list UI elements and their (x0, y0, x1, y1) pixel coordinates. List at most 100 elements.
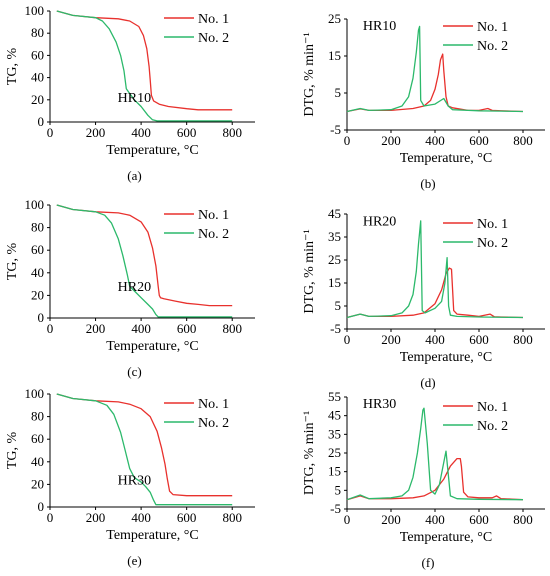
chart-panel-1: 0 200 400 600 800 0 20 40 60 80 100 Temperature, °C… (5, 3, 255, 183)
y-tick-label: 45 (328, 408, 341, 423)
series-line-1 (346, 53, 524, 113)
y-tick-label: 20 (31, 287, 44, 302)
x-tick-label: 0 (47, 125, 54, 140)
x-tick-label: 800 (513, 332, 533, 347)
x-tick-label: 800 (222, 321, 242, 336)
y-tick-label: 100 (25, 386, 45, 401)
y-tick-label: 60 (31, 431, 44, 446)
legend-label-2: No. 2 (198, 31, 229, 46)
x-tick-label: 600 (177, 321, 197, 336)
x-tick-label: 600 (177, 510, 197, 525)
y-tick-label: 80 (31, 409, 44, 424)
y-tick-label: 60 (31, 47, 44, 62)
legend-label-1: No. 1 (198, 12, 229, 27)
x-axis-title: Temperature, °C (400, 530, 492, 545)
x-tick-label: 200 (86, 321, 106, 336)
x-tick-label: 200 (86, 125, 106, 140)
y-tick-label: 80 (31, 25, 44, 40)
x-tick-label: 600 (469, 332, 489, 347)
x-tick-label: 0 (47, 510, 54, 525)
y-tick-label: 25 (328, 11, 341, 26)
x-tick-label: 400 (131, 125, 151, 140)
y-axis-title: DTG, % min⁻¹ (302, 411, 317, 495)
series-line-2 (56, 204, 233, 318)
x-tick-label: 800 (222, 510, 242, 525)
panel-letter: (a) (127, 168, 141, 183)
y-tick-label: 0 (38, 114, 45, 129)
x-tick-label: 400 (131, 321, 151, 336)
y-tick-label: 40 (31, 265, 44, 280)
y-tick-label: 15 (328, 275, 341, 290)
x-tick-label: 0 (344, 332, 351, 347)
y-tick-label: 15 (328, 464, 341, 479)
legend-label-1: No. 1 (198, 397, 229, 412)
x-tick-label: 600 (469, 512, 489, 527)
x-tick-label: 600 (469, 133, 489, 148)
series-line-1 (56, 393, 233, 497)
heating-rate-label: HR20 (118, 280, 151, 295)
legend-label-1: No. 1 (198, 208, 229, 223)
legend-label-2: No. 2 (477, 419, 508, 434)
y-tick-label: 20 (31, 92, 44, 107)
y-tick-label: 40 (31, 70, 44, 85)
x-tick-label: 800 (222, 125, 242, 140)
legend-label-2: No. 2 (477, 236, 508, 251)
legend-label-1: No. 1 (477, 400, 508, 415)
panel-letter: (d) (420, 375, 435, 390)
legend-label-1: No. 1 (477, 217, 508, 232)
series-line-2 (346, 407, 524, 501)
panel-letter: (b) (420, 176, 435, 191)
y-tick-label: 15 (328, 48, 341, 63)
y-tick-label: 20 (31, 476, 44, 491)
y-tick-label: 45 (328, 206, 341, 221)
x-tick-label: 0 (344, 133, 351, 148)
y-axis-title: TG, % (5, 243, 20, 281)
y-tick-label: 100 (25, 197, 45, 212)
x-tick-label: 0 (47, 321, 54, 336)
series-line-2 (56, 10, 233, 122)
series-line-1 (346, 267, 524, 319)
y-tick-label: 60 (31, 242, 44, 257)
heating-rate-label: HR10 (118, 91, 151, 106)
series-line-1 (56, 204, 233, 307)
y-tick-label: 35 (328, 426, 341, 441)
x-tick-label: 400 (425, 512, 445, 527)
heating-rate-label: HR10 (363, 19, 396, 34)
panel-letter: (c) (127, 364, 141, 379)
x-tick-label: 200 (381, 332, 401, 347)
chart-panel-6: 0 200 400 600 800 -5 5 15 25 35 45 55 Temperature, °… (302, 389, 545, 570)
y-tick-label: 25 (328, 252, 341, 267)
y-tick-label: 5 (335, 85, 342, 100)
chart-panel-3: 0 200 400 600 800 0 20 40 60 80 100 Temperature, °C… (5, 197, 255, 379)
x-tick-label: 400 (425, 133, 445, 148)
x-axis-title: Temperature, °C (106, 528, 198, 543)
heating-rate-label: HR30 (118, 473, 151, 488)
chart-panel-5: 0 200 400 600 800 0 20 40 60 80 100 Temperature, °C… (5, 386, 255, 568)
y-tick-label: 80 (31, 220, 44, 235)
y-tick-label: 55 (328, 389, 341, 404)
chart-panel-2: 0 200 400 600 800 -5 5 15 25 Temperature, °C DTG, … (302, 11, 545, 191)
legend-label-2: No. 2 (477, 39, 508, 54)
x-tick-label: 400 (425, 332, 445, 347)
y-tick-label: -5 (330, 122, 341, 137)
y-tick-label: 5 (335, 482, 342, 497)
x-tick-label: 800 (513, 512, 533, 527)
chart-panel-4: 0 200 400 600 800 -5 5 15 25 35 45 Temperature, °C D… (302, 206, 545, 390)
series-line-2 (346, 220, 524, 319)
series-line-1 (346, 457, 524, 501)
heating-rate-label: HR30 (363, 397, 396, 412)
panel-letter: (f) (422, 555, 435, 570)
series-line-2 (346, 25, 524, 113)
y-axis-title: TG, % (5, 48, 20, 86)
legend-label-2: No. 2 (198, 227, 229, 242)
y-tick-label: -5 (330, 321, 341, 336)
heating-rate-label: HR20 (363, 215, 396, 230)
y-tick-label: -5 (330, 501, 341, 516)
x-axis-title: Temperature, °C (106, 339, 198, 354)
x-axis-title: Temperature, °C (400, 151, 492, 166)
y-tick-label: 40 (31, 454, 44, 469)
y-tick-label: 5 (335, 298, 342, 313)
legend-label-2: No. 2 (198, 416, 229, 431)
y-axis-title: TG, % (5, 432, 20, 470)
